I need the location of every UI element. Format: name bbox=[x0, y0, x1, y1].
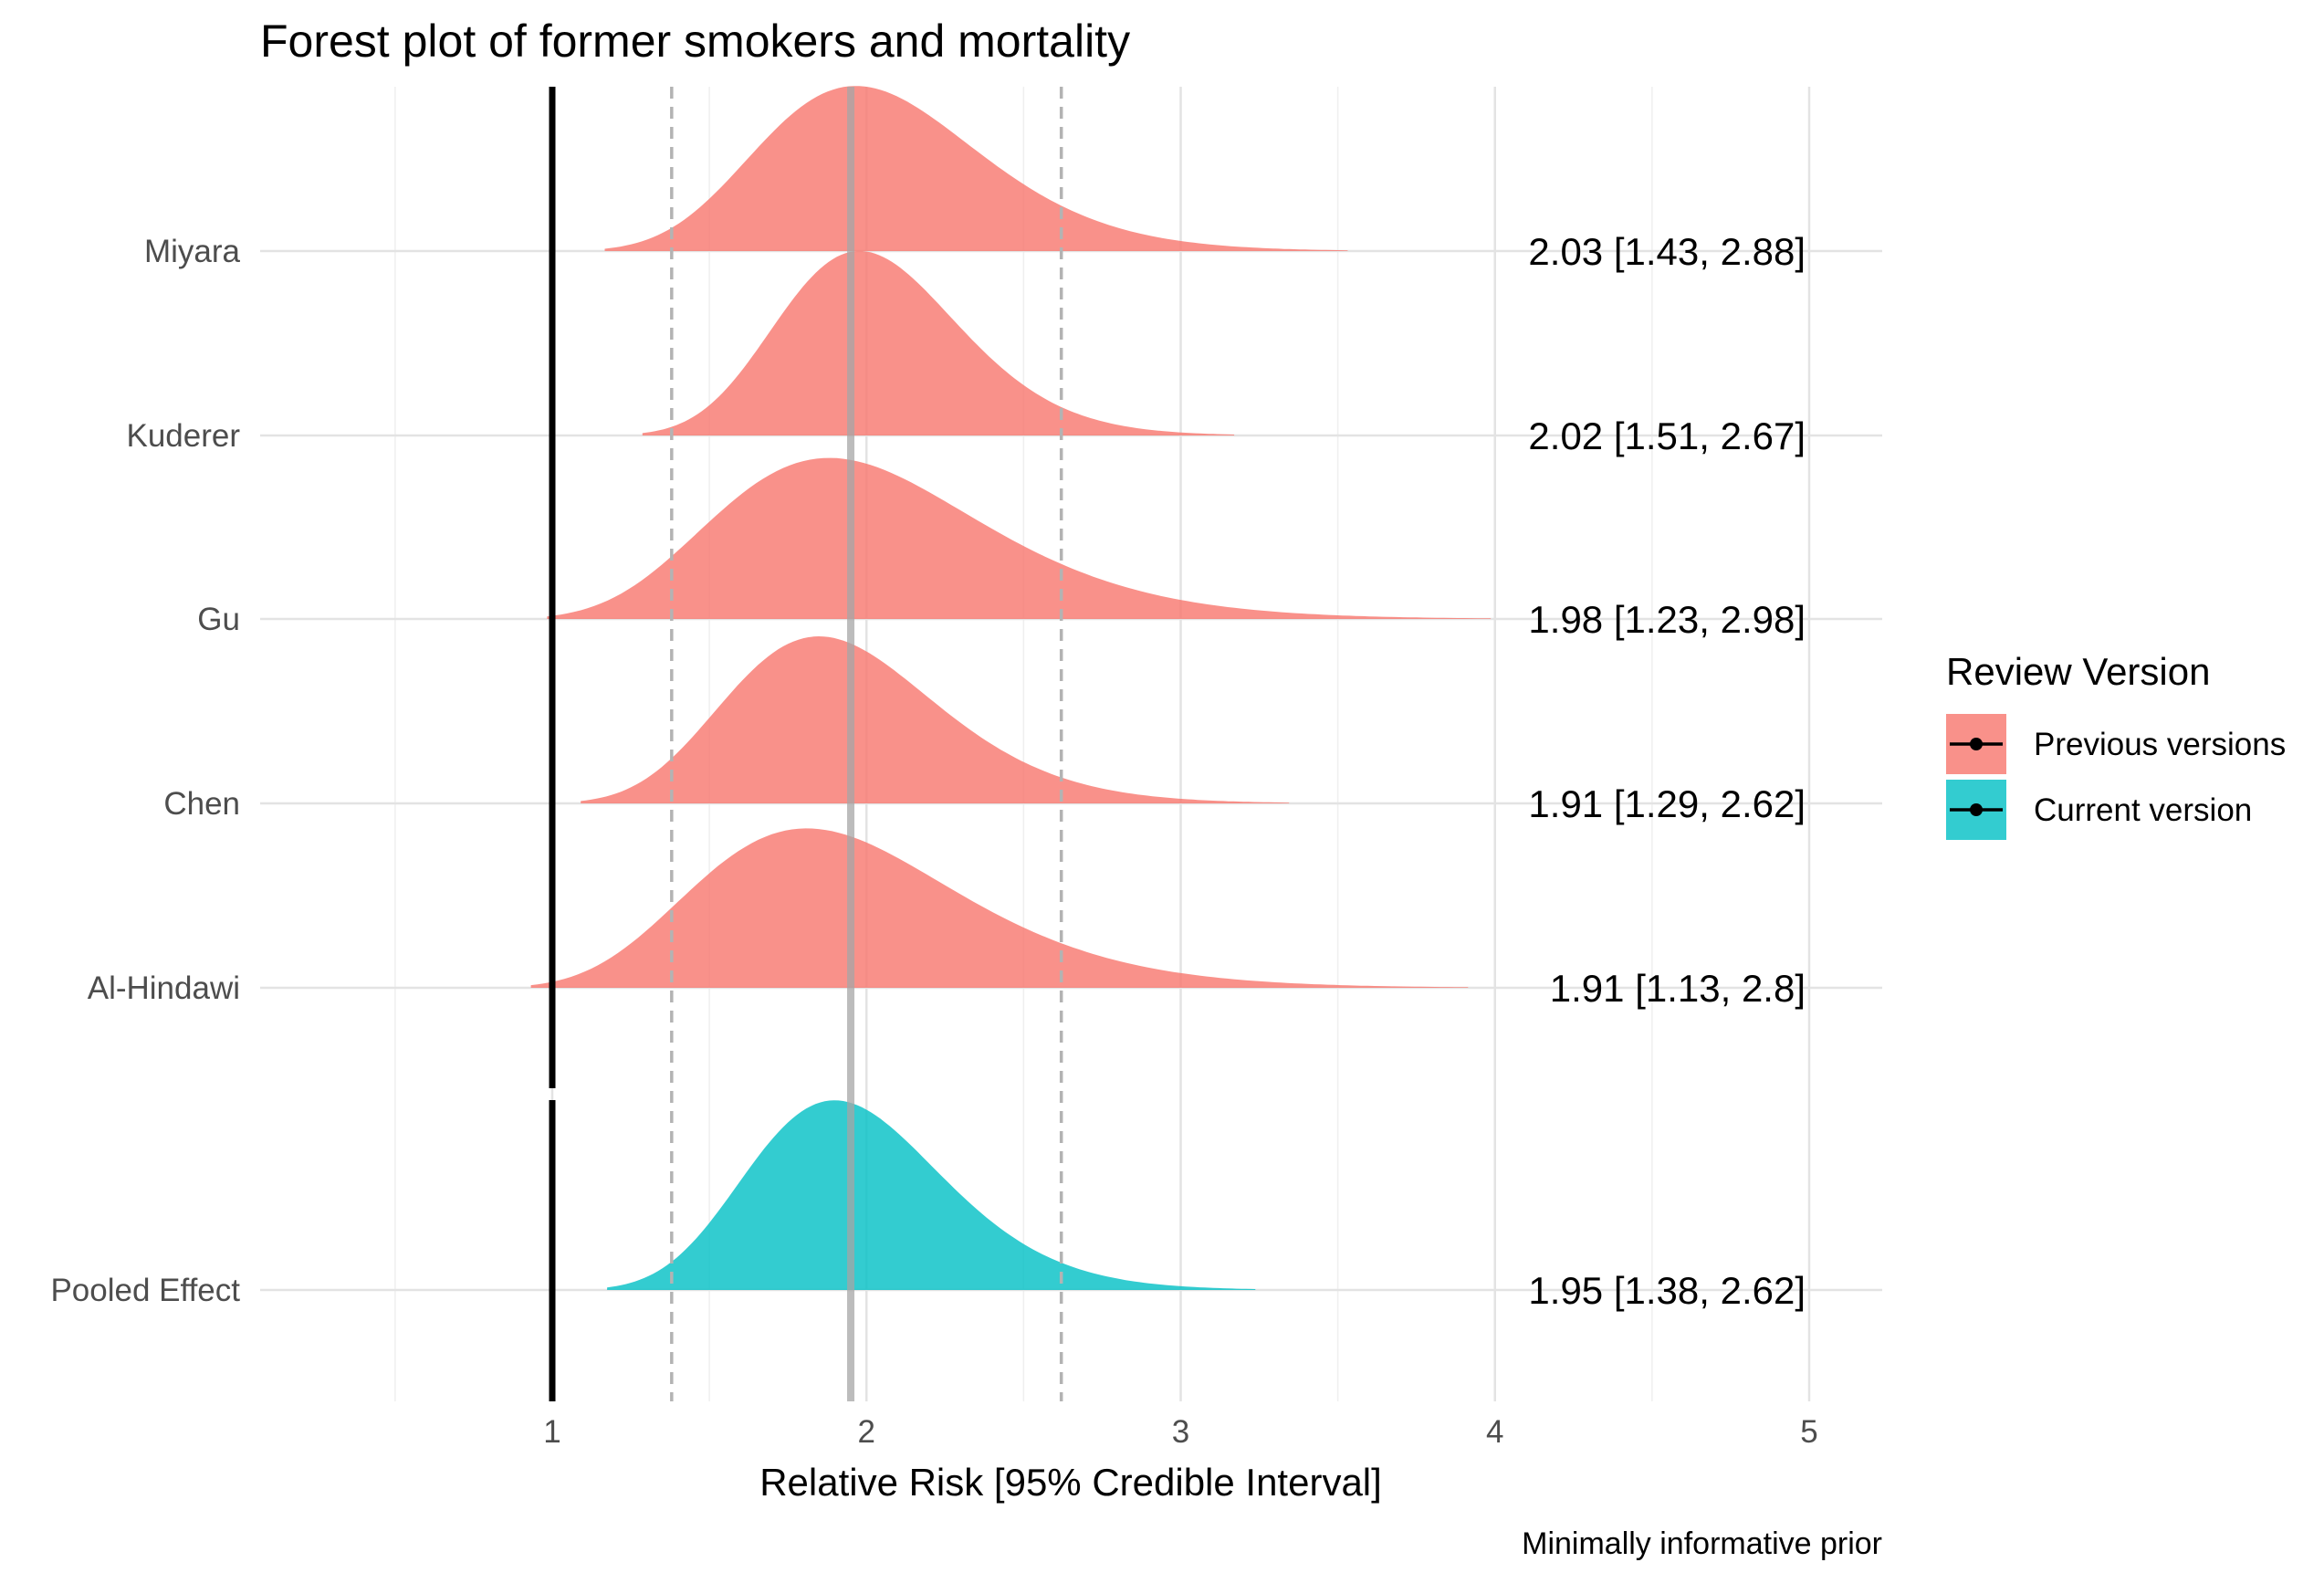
density-ridge-al-hindawi bbox=[530, 828, 1469, 988]
gridlines bbox=[260, 87, 1882, 1401]
density-ridge-pooled-effect bbox=[607, 1100, 1256, 1290]
legend-key-point bbox=[1970, 803, 1983, 816]
study-label: Kuderer bbox=[126, 418, 240, 454]
density-ridge-kuderer bbox=[642, 250, 1235, 435]
study-label: Al-Hindawi bbox=[88, 970, 240, 1006]
x-tick-label: 1 bbox=[543, 1414, 560, 1450]
legend-item: Current version bbox=[1946, 780, 2252, 840]
estimate-annotation: 2.02 [1.51, 2.67] bbox=[1528, 414, 1806, 457]
density-ridge-miyara bbox=[604, 86, 1348, 251]
legend-item: Previous versions bbox=[1946, 714, 2286, 774]
estimate-annotation: 1.95 [1.38, 2.62] bbox=[1528, 1269, 1806, 1312]
x-tick-label: 5 bbox=[1800, 1414, 1817, 1450]
chart-title: Forest plot of former smokers and mortal… bbox=[260, 16, 1130, 67]
estimate-annotation: 1.98 [1.23, 2.98] bbox=[1528, 598, 1806, 641]
study-label: Pooled Effect bbox=[50, 1273, 240, 1308]
legend-key-point bbox=[1970, 738, 1983, 750]
estimate-annotation: 2.03 [1.43, 2.88] bbox=[1528, 230, 1806, 273]
density-ridge-chen bbox=[581, 636, 1290, 803]
density-ridge-gu bbox=[547, 457, 1492, 619]
x-tick-label: 2 bbox=[858, 1414, 875, 1450]
legend-label: Previous versions bbox=[2034, 727, 2286, 762]
estimate-annotation: 1.91 [1.13, 2.8] bbox=[1550, 967, 1806, 1010]
study-label: Miyara bbox=[144, 234, 241, 269]
study-label: Chen bbox=[163, 786, 240, 822]
legend-title: Review Version bbox=[1946, 650, 2210, 693]
x-axis-title: Relative Risk [95% Credible Interval] bbox=[759, 1461, 1382, 1504]
study-label: Gu bbox=[197, 602, 240, 637]
reference-lines bbox=[549, 87, 1063, 1401]
legend-items: Previous versions Current version bbox=[1946, 714, 2286, 840]
density-ridges bbox=[530, 86, 1492, 1290]
estimate-labels: 2.03 [1.43, 2.88] 2.02 [1.51, 2.67] 1.98 [… bbox=[1528, 230, 1806, 1312]
x-tick-label: 3 bbox=[1172, 1414, 1189, 1450]
x-axis-ticks: 1 2 3 4 5 bbox=[543, 1414, 1817, 1450]
estimate-annotation: 1.91 [1.29, 2.62] bbox=[1528, 782, 1806, 825]
x-tick-label: 4 bbox=[1486, 1414, 1503, 1450]
legend: Review Version Previous versions Current … bbox=[1946, 650, 2286, 840]
chart-caption: Minimally informative prior bbox=[1522, 1526, 1882, 1561]
legend-label: Current version bbox=[2034, 792, 2252, 828]
study-labels: Miyara Kuderer Gu Chen Al-Hindawi Pooled Effe… bbox=[50, 234, 240, 1308]
